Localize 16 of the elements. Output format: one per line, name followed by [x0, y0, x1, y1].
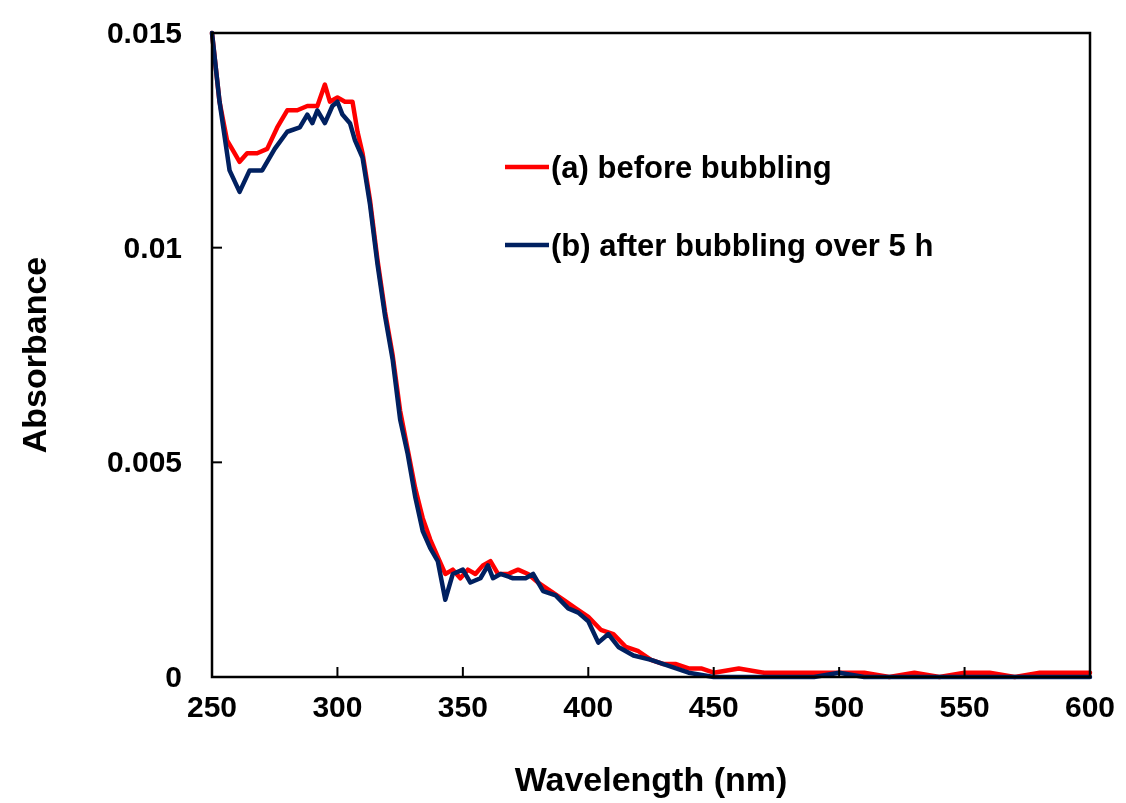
x-axis-title: Wavelength (nm) [514, 760, 788, 798]
legend-label: (a) before bubbling [551, 150, 832, 185]
x-tick-label: 550 [939, 690, 990, 723]
x-tick-label: 500 [814, 690, 865, 723]
x-tick-label: 250 [186, 690, 238, 723]
y-axis-title: Absorbance [15, 256, 53, 454]
x-tick-label: 600 [1064, 690, 1116, 723]
x-tick-label: 350 [437, 690, 488, 723]
y-tick-label: 0.005 [106, 445, 182, 479]
y-tick-label: 0.01 [123, 230, 182, 264]
x-tick-label: 450 [688, 690, 739, 723]
y-tick-label: 0.015 [106, 16, 182, 49]
x-tick-label: 300 [312, 690, 363, 723]
x-tick-label: 400 [563, 690, 614, 723]
legend-label: (b) after bubbling over 5 h [551, 228, 934, 263]
y-tick-label: 0 [165, 660, 182, 693]
